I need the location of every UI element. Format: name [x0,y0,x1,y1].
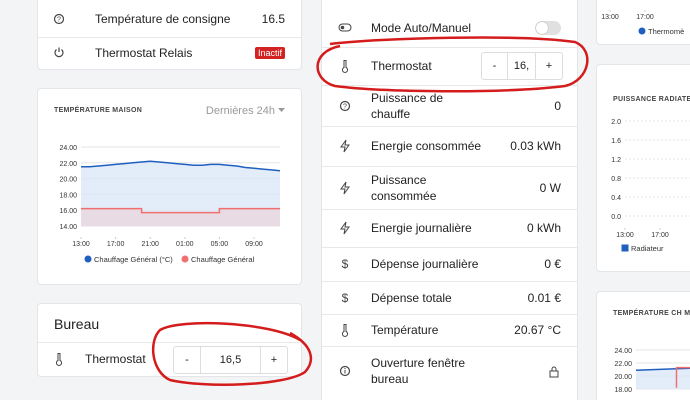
row-label: Energie consommée [371,139,482,153]
separator [322,314,577,315]
icon: $ [338,257,352,271]
icon [55,353,63,366]
row-label: Mode Auto/Manuel [371,21,472,35]
icon [54,47,64,58]
chart-card: TEMPÉRATURE CH MATH [596,291,690,400]
row-label: Energie journalière [371,221,472,235]
status-badge: Inactif [254,47,285,59]
chart-card: TEMPÉRATURE MAISON Dernières 24h [37,88,302,285]
icon [338,364,352,378]
separator [322,47,577,48]
icon [338,21,352,35]
icon: ? [338,99,352,113]
stepper: -16, + [481,52,563,80]
plus-button[interactable]: + [260,347,287,373]
icon: ? [53,13,65,25]
bureau-card: Bureau Thermostat - 16,5 + [37,303,302,377]
card-title: Bureau [54,316,100,332]
icon [338,139,352,153]
row-value: 16.5 [261,12,285,26]
row-label: Puissance de chauffe [371,90,444,121]
row-value: 0.01 € [527,290,561,305]
entities-card: Mode Auto/Manuel Thermostat -16, +? Puissanc… [321,0,578,400]
row-label: Thermostat [85,352,146,366]
icon [338,59,352,73]
stepper: - 16,5 + [173,346,288,374]
icon [338,323,352,337]
chart-card: PUISSANCE RADIATEUR [596,64,690,272]
caret[interactable] [278,108,285,113]
svg-text:?: ? [343,103,347,110]
row-value: 0 € [544,257,561,271]
card-title: TEMPÉRATURE CH MATH [613,310,690,317]
separator [322,247,577,248]
row-label: Température de consigne [95,12,231,26]
toggle[interactable] [535,21,561,35]
separator [322,126,577,127]
settings-card: ? Température de consigne 16.5 Thermosta… [37,0,302,70]
separator [38,37,301,38]
separator [322,85,577,86]
minus-button[interactable]: - [482,53,508,79]
row-label: Ouverture fenêtre bureau [371,356,466,386]
row-label: Température [371,323,439,337]
row-label: Dépense journalière [371,257,479,271]
separator [322,209,577,210]
icon [338,181,352,195]
row-label: Puissance consommée [371,172,437,203]
row-value: 0 [554,98,561,113]
card-title: PUISSANCE RADIATEUR [613,96,690,103]
row-value: 0 W [539,180,561,195]
separator [322,281,577,282]
stepper-value[interactable]: 16,5 [219,354,242,366]
row-value: 20.67 °C [514,323,561,337]
stepper-value[interactable]: 16, [513,60,530,72]
row-value: 0.03 kWh [510,139,561,153]
icon [338,221,352,235]
row-label: Dépense totale [371,290,452,305]
card-title: TEMPÉRATURE MAISON [54,107,143,114]
svg-text:$: $ [342,257,349,271]
svg-text:?: ? [57,17,61,24]
svg-text:$: $ [342,291,349,305]
separator [322,346,577,347]
row-label: Thermostat Relais [95,46,193,60]
range-select[interactable]: Dernières 24h [205,105,275,117]
chart-card [596,0,690,45]
plus-button[interactable]: + [535,53,562,79]
separator [322,166,577,167]
minus-button[interactable]: - [174,347,201,373]
toggle-knob [536,22,548,34]
icon: $ [338,291,352,305]
row-label: Thermostat [371,59,432,73]
separator [38,342,301,343]
row-value: 0 kWh [526,221,561,235]
lock-icon [549,365,559,378]
